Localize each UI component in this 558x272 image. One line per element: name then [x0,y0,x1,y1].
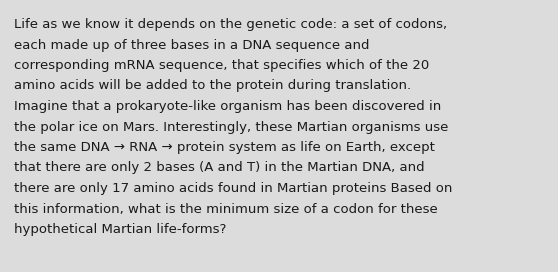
Text: each made up of three bases in a DNA sequence and: each made up of three bases in a DNA seq… [14,39,369,51]
Text: the polar ice on Mars. Interestingly, these Martian organisms use: the polar ice on Mars. Interestingly, th… [14,120,449,134]
Text: Imagine that a prokaryote-like organism has been discovered in: Imagine that a prokaryote-like organism … [14,100,441,113]
Text: that there are only 2 bases (A and T) in the Martian DNA, and: that there are only 2 bases (A and T) in… [14,162,425,175]
Text: the same DNA → RNA → protein system as life on Earth, except: the same DNA → RNA → protein system as l… [14,141,435,154]
Text: amino acids will be added to the protein during translation.: amino acids will be added to the protein… [14,79,411,92]
Text: corresponding mRNA sequence, that specifies which of the 20: corresponding mRNA sequence, that specif… [14,59,429,72]
Text: Life as we know it depends on the genetic code: a set of codons,: Life as we know it depends on the geneti… [14,18,447,31]
Text: there are only 17 amino acids found in Martian proteins Based on: there are only 17 amino acids found in M… [14,182,453,195]
Text: this information, what is the minimum size of a codon for these: this information, what is the minimum si… [14,202,437,215]
Text: hypothetical Martian life-forms?: hypothetical Martian life-forms? [14,223,227,236]
